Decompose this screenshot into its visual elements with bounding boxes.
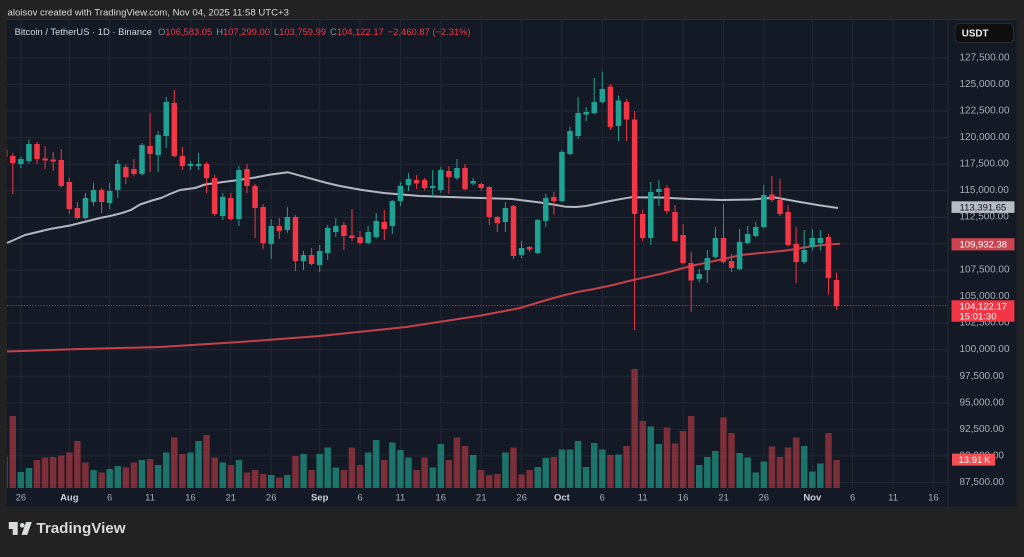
svg-text:6: 6: [107, 493, 112, 504]
svg-text:100,000.00: 100,000.00: [960, 344, 1010, 355]
svg-text:102,500.00: 102,500.00: [960, 318, 1010, 329]
svg-text:109,932.38: 109,932.38: [960, 240, 1008, 251]
svg-text:16: 16: [185, 493, 196, 504]
svg-text:125,000.00: 125,000.00: [960, 79, 1010, 90]
svg-text:113,391.65: 113,391.65: [960, 203, 1007, 214]
svg-text:13.91 K: 13.91 K: [959, 455, 992, 466]
svg-text:26: 26: [516, 493, 527, 504]
svg-text:95,000.00: 95,000.00: [960, 397, 1005, 408]
svg-text:Oct: Oct: [554, 493, 571, 504]
svg-text:16: 16: [436, 493, 447, 504]
svg-text:112,500.00: 112,500.00: [960, 212, 1010, 223]
svg-text:120,000.00: 120,000.00: [960, 132, 1010, 143]
svg-text:21: 21: [226, 493, 237, 504]
svg-text:26: 26: [266, 493, 277, 504]
svg-text:6: 6: [600, 493, 605, 504]
svg-text:16: 16: [928, 493, 939, 504]
svg-text:87,500.00: 87,500.00: [960, 477, 1005, 488]
svg-text:21: 21: [476, 493, 487, 504]
svg-text:16: 16: [678, 493, 689, 504]
svg-text:105,000.00: 105,000.00: [960, 291, 1010, 302]
svg-text:11: 11: [888, 493, 898, 504]
svg-text:Sep: Sep: [311, 493, 329, 504]
svg-text:107,500.00: 107,500.00: [960, 265, 1010, 276]
svg-text:11: 11: [638, 493, 648, 504]
svg-text:104,122.17: 104,122.17: [960, 301, 1008, 312]
svg-text:97,500.00: 97,500.00: [960, 371, 1005, 382]
svg-text:127,500.00: 127,500.00: [960, 52, 1010, 63]
svg-text:11: 11: [395, 493, 405, 504]
svg-text:Nov: Nov: [803, 493, 822, 504]
svg-text:6: 6: [357, 493, 362, 504]
svg-text:11: 11: [145, 493, 155, 504]
svg-text:26: 26: [16, 493, 27, 504]
svg-text:Bitcoin / TetherUS · 1D · Bina: Bitcoin / TetherUS · 1D · Binance O106,58…: [15, 26, 471, 37]
svg-text:TradingView: TradingView: [36, 520, 125, 537]
svg-text:92,500.00: 92,500.00: [960, 424, 1005, 435]
svg-text:117,500.00: 117,500.00: [960, 159, 1010, 170]
svg-text:6: 6: [850, 493, 855, 504]
svg-text:26: 26: [759, 493, 770, 504]
svg-text:122,500.00: 122,500.00: [960, 106, 1010, 117]
svg-text:115,000.00: 115,000.00: [960, 185, 1010, 196]
svg-text:15:01:30: 15:01:30: [960, 311, 997, 322]
svg-text:USDT: USDT: [962, 28, 989, 39]
svg-text:21: 21: [718, 493, 729, 504]
svg-text:aloisov created with TradingVi: aloisov created with TradingView.com, No…: [8, 8, 289, 19]
svg-text:Aug: Aug: [60, 493, 79, 504]
